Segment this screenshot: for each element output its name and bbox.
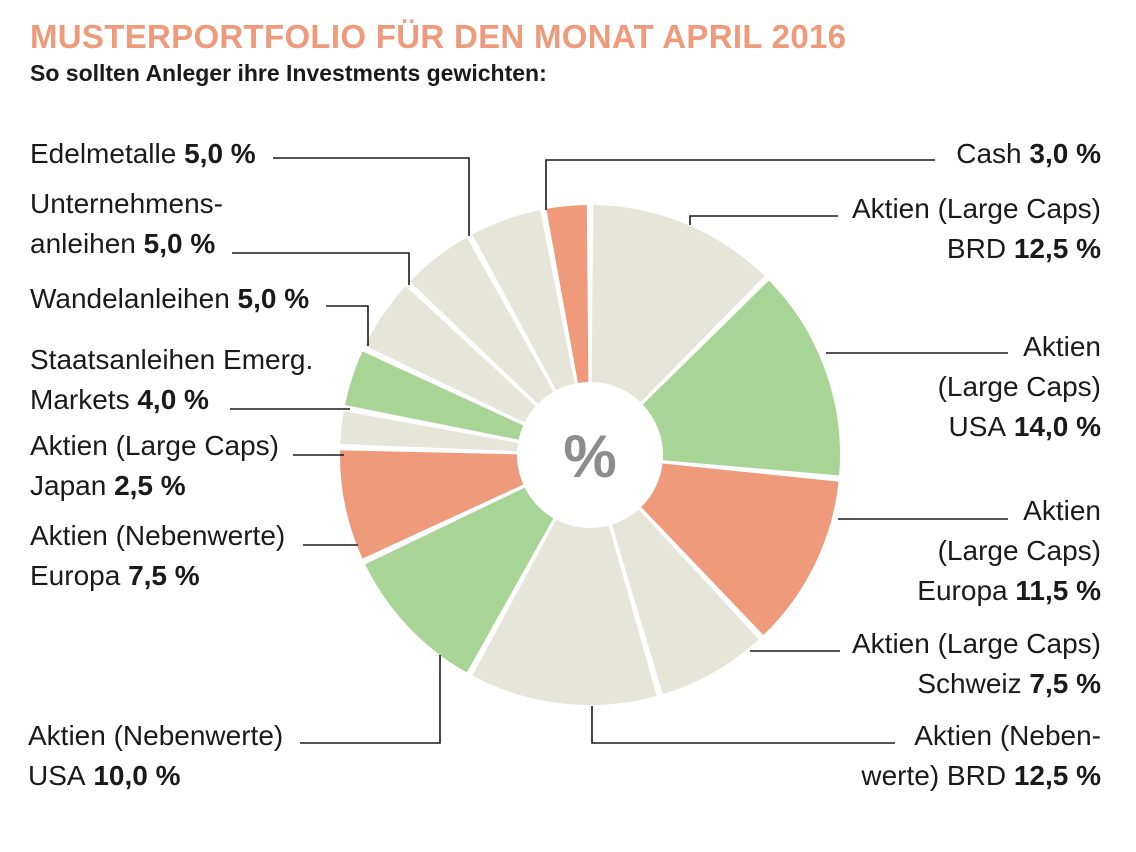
slice-value: 12,5 % — [1006, 760, 1101, 791]
slice-label-line: USA — [28, 760, 86, 791]
pie-slice — [342, 348, 526, 443]
slice-label: Cash 3,0 % — [956, 138, 1101, 169]
slice-label: Unternehmens-anleihen 5,0 % — [30, 188, 223, 259]
slice-value: 12,5 % — [1006, 233, 1101, 264]
slice-label-line: Aktien (Nebenwerte) — [30, 520, 285, 551]
leader-line — [232, 252, 410, 285]
pie-slice — [338, 408, 521, 454]
slice-label-line: Edelmetalle — [30, 138, 176, 169]
slice-value: 3,0 % — [1022, 138, 1101, 169]
slice-label-line: Aktien (Large Caps) — [852, 193, 1101, 224]
slice-value: 11,5 % — [1008, 575, 1102, 606]
slice-label: Staatsanleihen Emerg. Markets 4,0 % — [30, 344, 313, 415]
leader-line — [545, 159, 935, 210]
slice-label: Edelmetalle 5,0 % — [30, 138, 256, 169]
pie-slice — [338, 448, 526, 562]
slice-label-line: Staatsanleihen Emerg. — [30, 344, 313, 375]
pie-slice — [407, 234, 557, 407]
slice-value: 2,5 % — [106, 470, 185, 501]
leader-line — [591, 706, 895, 744]
pie-slice — [589, 203, 768, 406]
slice-label: Aktien (Large Caps) BRD 12,5 % — [852, 193, 1101, 264]
slice-label-line: Japan — [30, 470, 106, 501]
slice-label: Aktien (Nebenwerte) Europa 7,5 % — [30, 520, 285, 591]
slice-label-line: Cash — [956, 138, 1021, 169]
slice-label-line: Unternehmens- — [30, 188, 223, 219]
pie-slice — [609, 506, 762, 697]
slice-label-line: Aktien (Large Caps) — [30, 430, 279, 461]
pie-slices — [338, 203, 842, 707]
pie-slice — [469, 517, 660, 707]
slice-label-line: Wandelanleihen — [30, 283, 230, 314]
slice-label-line: USA — [948, 411, 1006, 442]
slice-label-line: Europa — [917, 575, 1008, 606]
slice-value: 4,0 % — [130, 384, 209, 415]
pie-slice — [469, 207, 578, 393]
slice-labels: Aktien (Large Caps) BRD 12,5 % Aktien (Larg… — [28, 138, 1101, 791]
center-label: % — [563, 423, 616, 490]
slice-label-line: Aktien (Large Caps) — [852, 628, 1101, 659]
slice-value: 7,5 % — [1022, 668, 1101, 699]
pie-slice — [638, 461, 841, 638]
leader-line — [300, 655, 441, 744]
slice-label-line: werte) BRD — [860, 760, 1006, 791]
slice-label-line: (Large Caps) — [938, 371, 1101, 402]
slice-label-line: Schweiz — [917, 668, 1021, 699]
slice-label-line: Aktien (Nebenwerte) — [28, 720, 283, 751]
pie-slice — [362, 283, 539, 426]
slice-label-line: Aktien — [1023, 331, 1101, 362]
slice-label-line: (Large Caps) — [938, 535, 1101, 566]
slice-label-line: Aktien — [1023, 495, 1101, 526]
slice-value: 10,0 % — [86, 760, 181, 791]
chart-title: MUSTERPORTFOLIO FÜR DEN MONAT APRIL 2016 — [30, 18, 847, 55]
slice-value: 5,0 % — [176, 138, 255, 169]
leader-line — [326, 305, 369, 346]
slice-label-line: BRD — [947, 233, 1006, 264]
pie-slice — [543, 203, 591, 386]
pie-slice — [639, 277, 842, 478]
slice-label: Aktien (Large Caps) Schweiz 7,5 % — [852, 628, 1101, 699]
slice-label-line: Markets — [30, 384, 130, 415]
slice-value: 5,0 % — [230, 283, 309, 314]
slice-label: Aktien (Large Caps) USA 14,0 % — [938, 331, 1102, 442]
center-hole — [519, 384, 661, 526]
slice-value: 5,0 % — [136, 228, 215, 259]
slice-label-line: Aktien (Neben- — [914, 720, 1101, 751]
slice-label-line: Europa — [30, 560, 121, 591]
leader-lines — [230, 157, 1008, 744]
slice-value: 7,5 % — [120, 560, 199, 591]
slice-label: Aktien (Large Caps) Japan 2,5 % — [30, 430, 279, 501]
chart-subtitle: So sollten Anleger ihre Investments gewi… — [30, 60, 547, 86]
slice-label: Aktien (Neben-werte) BRD 12,5 % — [860, 720, 1101, 791]
slice-label: Wandelanleihen 5,0 % — [30, 283, 309, 314]
leader-line — [273, 157, 470, 236]
pie-slice — [362, 484, 557, 676]
slice-label: Aktien (Large Caps) Europa 11,5 % — [917, 495, 1101, 606]
leader-line — [689, 215, 838, 225]
slice-label-line: anleihen — [30, 228, 136, 259]
slice-label: Aktien (Nebenwerte) USA 10,0 % — [28, 720, 283, 791]
slice-value: 14,0 % — [1006, 411, 1101, 442]
